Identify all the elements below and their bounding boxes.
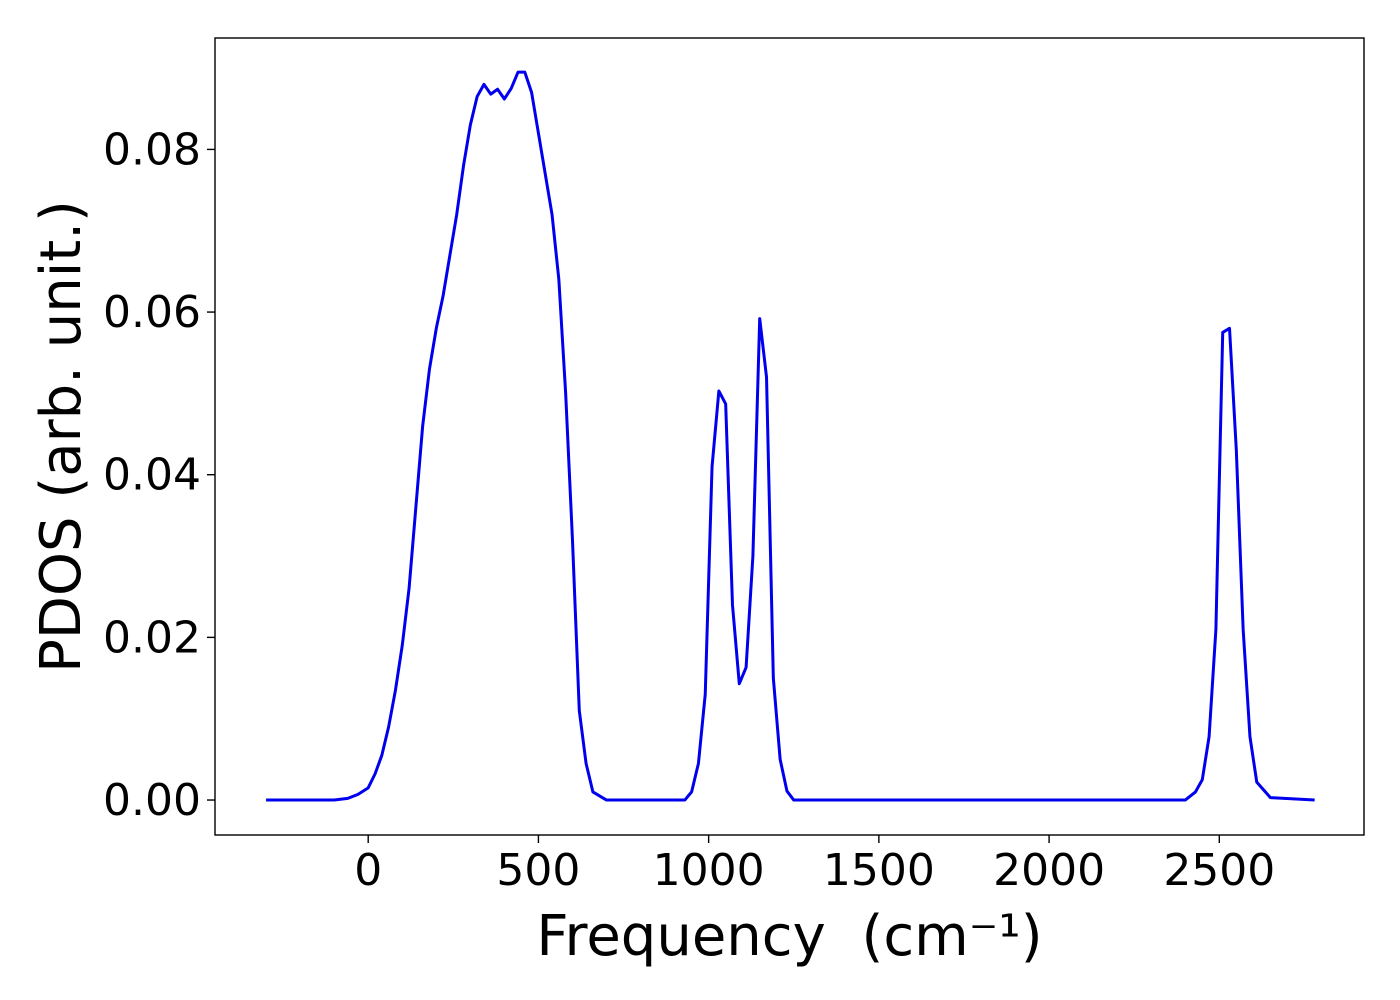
y-tick-label: 0.06 xyxy=(103,287,201,338)
x-tick-label: 500 xyxy=(496,845,580,896)
axis-ticks: 0 500 1000 1500 2000 2500 0.00 0.02 0.04 0.06 0.08 xyxy=(103,124,1275,896)
y-tick-label: 0.04 xyxy=(103,450,201,501)
x-tick-label: 1500 xyxy=(823,845,935,896)
x-tick-label: 0 xyxy=(354,845,382,896)
y-tick-label: 0.00 xyxy=(103,775,201,826)
plot-area xyxy=(266,70,1315,802)
x-axis-label-unit: (cm⁻¹) xyxy=(862,904,1043,969)
y-axis-label: PDOS (arb. unit.) xyxy=(29,200,94,673)
y-tick-label: 0.02 xyxy=(103,612,201,663)
x-axis-label-text: Frequency xyxy=(536,904,825,969)
x-tick-label: 1000 xyxy=(653,845,765,896)
plot-frame xyxy=(214,37,1365,836)
pdos-series-line-0 xyxy=(266,70,1315,802)
x-axis-label: Frequency (cm⁻¹) xyxy=(536,904,1042,969)
y-tick-label: 0.08 xyxy=(103,124,201,175)
x-tick-label: 2000 xyxy=(993,845,1105,896)
x-tick-label: 2500 xyxy=(1163,845,1275,896)
